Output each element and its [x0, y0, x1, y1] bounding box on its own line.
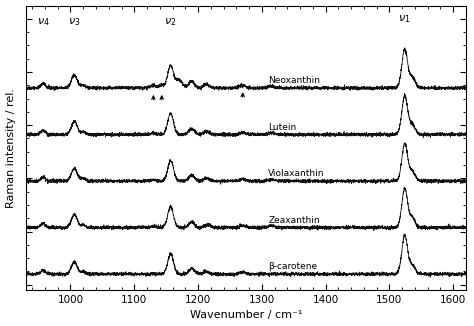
Text: β-carotene: β-carotene [268, 262, 318, 272]
Text: $\nu_4$: $\nu_4$ [36, 16, 49, 28]
Text: $\nu_1$: $\nu_1$ [398, 14, 410, 25]
Text: $\nu_3$: $\nu_3$ [68, 16, 81, 28]
Text: Violaxanthin: Violaxanthin [268, 170, 325, 178]
Text: $\nu_2$: $\nu_2$ [164, 16, 177, 28]
X-axis label: Wavenumber / cm⁻¹: Wavenumber / cm⁻¹ [190, 310, 302, 320]
Text: Lutein: Lutein [268, 123, 296, 132]
Text: Zeaxanthin: Zeaxanthin [268, 216, 320, 225]
Text: Neoxanthin: Neoxanthin [268, 76, 320, 85]
Y-axis label: Raman intensity / rel.: Raman intensity / rel. [6, 88, 16, 208]
